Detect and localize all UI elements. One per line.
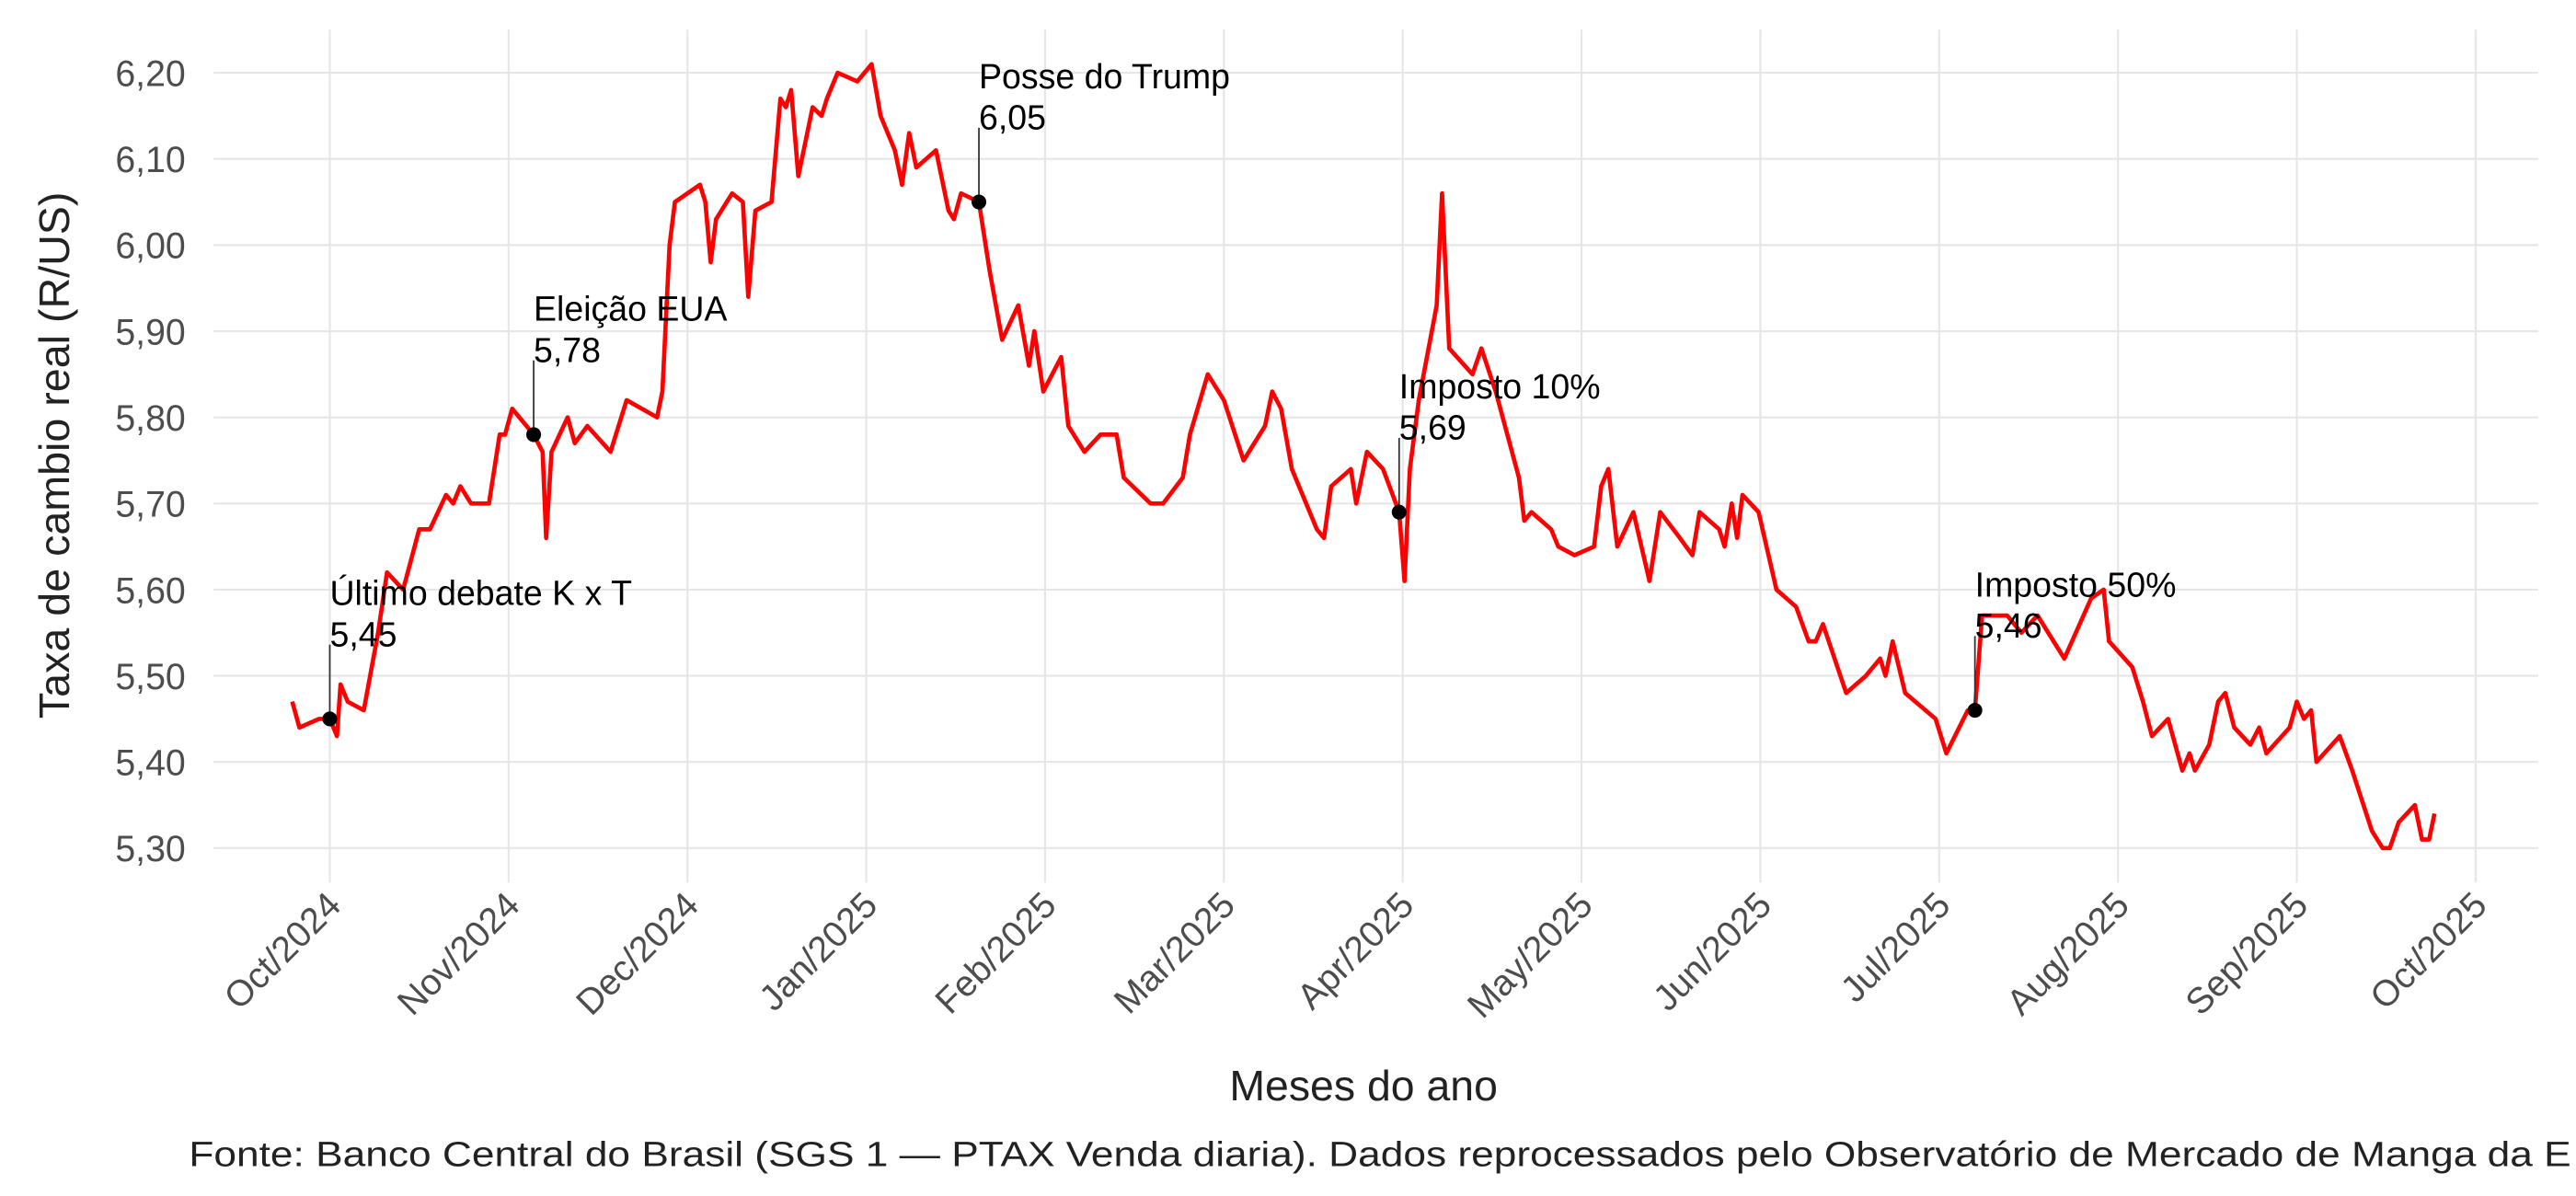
x-tick-label: Sep/2025 xyxy=(2178,884,2316,1023)
annotation-point xyxy=(1391,504,1407,520)
y-tick-label: 5,40 xyxy=(115,742,185,783)
x-tick-label: Mar/2025 xyxy=(1107,884,1243,1021)
x-tick-label: Jun/2025 xyxy=(1646,884,1779,1018)
annotation-label: Imposto 50% xyxy=(1975,565,2177,604)
caption: Fonte: Banco Central do Brasil (SGS 1 — … xyxy=(189,1135,2570,1174)
x-tick-label: Aug/2025 xyxy=(1999,884,2137,1023)
annotation-value: 5,46 xyxy=(1975,606,2042,645)
x-tick-label: Feb/2025 xyxy=(927,884,1064,1021)
annotation-label: Posse do Trump xyxy=(979,57,1230,96)
y-tick-label: 5,60 xyxy=(115,570,185,611)
y-tick-label: 6,20 xyxy=(115,53,185,94)
y-tick-label: 5,50 xyxy=(115,657,185,697)
x-tick-label: Dec/2024 xyxy=(569,884,707,1023)
annotation-label: Último debate K x T xyxy=(329,574,632,613)
x-tick-label: May/2025 xyxy=(1460,884,1601,1026)
annotation-value: 6,05 xyxy=(979,98,1046,137)
x-tick-label: Oct/2024 xyxy=(216,884,349,1017)
x-axis-label: Meses do ano xyxy=(1229,1062,1498,1110)
x-tick-label: Apr/2025 xyxy=(1290,884,1422,1017)
x-tick-label: Oct/2025 xyxy=(2363,884,2495,1017)
annotation-point xyxy=(1967,702,1983,719)
y-tick-label: 5,30 xyxy=(115,829,185,869)
y-axis-label: Taxa de cambio real (R/US) xyxy=(30,192,78,719)
annotation-value: 5,45 xyxy=(329,615,397,653)
y-tick-label: 5,80 xyxy=(115,398,185,439)
annotation-point xyxy=(526,427,542,443)
x-tick-label: Jan/2025 xyxy=(752,884,885,1018)
annotation-point xyxy=(972,194,987,210)
annotation-value: 5,78 xyxy=(534,330,601,369)
line xyxy=(290,62,2437,851)
y-tick-label: 5,90 xyxy=(115,312,185,352)
x-tick-label: Jul/2025 xyxy=(1833,884,1958,1010)
y-tick-label: 6,00 xyxy=(115,226,185,267)
annotation-label: Eleição EUA xyxy=(534,290,727,328)
grid xyxy=(213,29,2538,883)
y-tick-label: 5,70 xyxy=(115,485,185,525)
annotation-value: 5,69 xyxy=(1399,408,1466,447)
annotation-label: Imposto 10% xyxy=(1399,367,1601,406)
y-tick-label: 6,10 xyxy=(115,140,185,180)
annotation-point xyxy=(322,711,338,727)
x-tick-label: Nov/2024 xyxy=(390,884,528,1023)
